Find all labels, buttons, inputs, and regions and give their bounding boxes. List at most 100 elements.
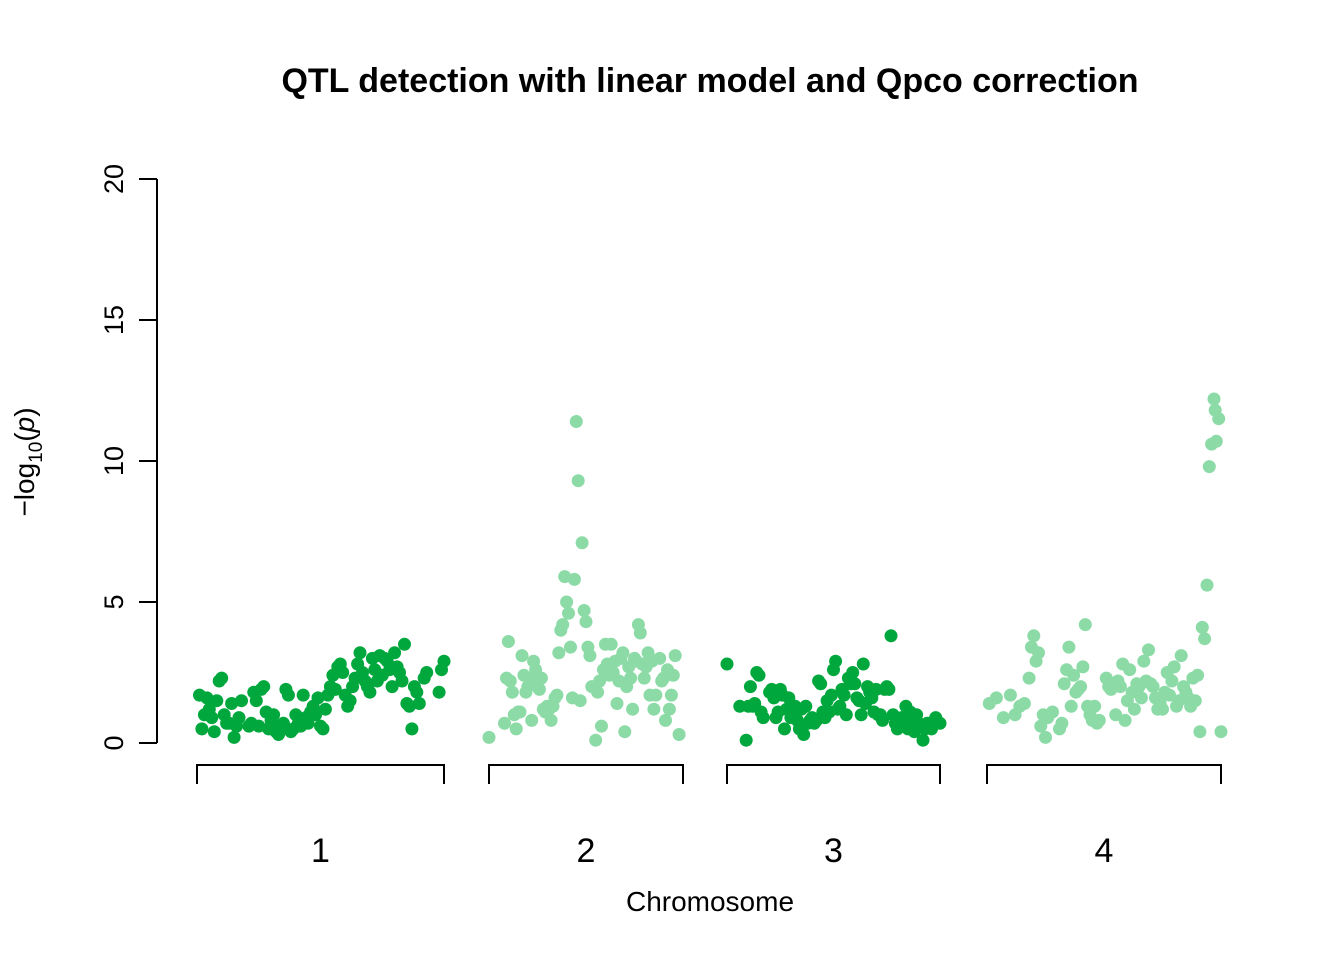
snp-point <box>1057 677 1071 691</box>
snp-point <box>1134 691 1148 705</box>
snp-point <box>1195 620 1209 634</box>
snp-point <box>249 694 263 708</box>
snp-point <box>1118 713 1132 727</box>
snp-point <box>1202 460 1216 474</box>
snp-point <box>564 640 577 654</box>
snp-point <box>996 711 1010 725</box>
snp-point <box>1109 708 1123 722</box>
snp-point <box>756 711 770 725</box>
snp-point <box>814 677 828 691</box>
snp-point <box>1127 702 1141 716</box>
snp-point <box>1092 713 1106 727</box>
snp-point <box>1022 671 1036 685</box>
snp-point <box>916 733 930 747</box>
snp-point <box>402 699 416 713</box>
snp-point <box>610 697 624 710</box>
snp-point <box>647 702 661 716</box>
snp-point <box>532 682 546 696</box>
snp-point <box>569 415 583 428</box>
snp-point <box>1193 725 1207 739</box>
chromosome-bracket <box>986 764 1222 784</box>
snp-point <box>232 711 246 725</box>
y-tick-label: 10 <box>99 446 129 476</box>
snp-point <box>589 733 603 747</box>
snp-point <box>1214 725 1228 739</box>
snp-point <box>616 646 630 660</box>
snp-point <box>281 688 295 702</box>
y-tick-label: 5 <box>99 594 129 609</box>
snp-point <box>200 691 214 705</box>
y-tick-label: 20 <box>99 164 129 194</box>
snp-point <box>1156 702 1169 716</box>
snp-point <box>1088 699 1102 713</box>
snp-point <box>848 677 862 691</box>
snp-point <box>207 725 221 739</box>
snp-point <box>437 654 451 668</box>
y-axis-title-main: −log <box>9 463 40 517</box>
snp-point <box>618 725 632 739</box>
snp-point <box>1074 680 1088 694</box>
snp-point <box>410 685 424 699</box>
snp-point <box>720 657 734 671</box>
chromosome-label: 4 <box>1095 832 1114 870</box>
snp-point <box>562 606 575 620</box>
snp-point <box>525 713 539 727</box>
snp-point <box>1198 632 1212 646</box>
snp-point <box>552 646 566 660</box>
snp-point <box>509 722 523 736</box>
snp-point <box>301 716 315 730</box>
snp-point <box>1076 660 1090 674</box>
svg-text:−log10(p): −log10(p) <box>9 407 47 516</box>
snp-point <box>1123 663 1137 677</box>
snp-point <box>1067 668 1081 682</box>
snp-point <box>353 646 367 660</box>
snp-point <box>1032 646 1045 660</box>
snp-point <box>595 719 608 733</box>
snp-point <box>205 711 219 725</box>
snp-point <box>799 699 813 713</box>
snp-point <box>633 626 647 640</box>
snp-point <box>989 691 1003 705</box>
snp-point <box>593 674 607 688</box>
y-axis: 0 5 10 15 20 <box>99 164 158 751</box>
snp-point <box>839 708 853 722</box>
snp-point <box>637 671 651 685</box>
snp-point <box>1163 688 1176 702</box>
snp-point <box>1165 674 1179 688</box>
snp-point <box>854 708 868 722</box>
snp-point <box>560 595 574 609</box>
chromosome-label: 2 <box>577 832 596 870</box>
snp-point <box>1062 640 1076 654</box>
snp-point <box>1113 680 1127 694</box>
snp-point <box>583 649 597 663</box>
snp-point <box>1191 668 1205 682</box>
snp-point <box>1046 705 1059 719</box>
y-axis-title-variable: p <box>9 417 40 434</box>
chromosome-bracket <box>196 764 445 784</box>
snp-point <box>653 651 667 665</box>
snp-point <box>577 604 591 617</box>
chart-title: QTL detection with linear model and Qpco… <box>281 62 1138 100</box>
snp-point <box>884 629 898 643</box>
snp-point <box>579 615 593 629</box>
snp-point <box>1064 699 1078 713</box>
snp-point <box>328 682 342 696</box>
snp-point <box>739 733 753 747</box>
snp-point <box>662 702 676 716</box>
snp-point <box>513 705 527 719</box>
chromosome-bracket <box>488 764 684 784</box>
snp-point <box>571 474 585 488</box>
snp-point <box>498 716 511 730</box>
snp-point <box>309 708 323 722</box>
snp-point <box>824 688 838 702</box>
snp-point <box>1078 618 1092 632</box>
snp-point <box>550 688 564 702</box>
x-axis-title: Chromosome <box>626 886 794 917</box>
snp-point <box>1017 697 1031 710</box>
snp-point <box>672 728 686 741</box>
snp-point <box>668 649 682 663</box>
data-points <box>193 392 1228 747</box>
snp-point <box>227 730 241 744</box>
snp-point <box>311 691 325 705</box>
